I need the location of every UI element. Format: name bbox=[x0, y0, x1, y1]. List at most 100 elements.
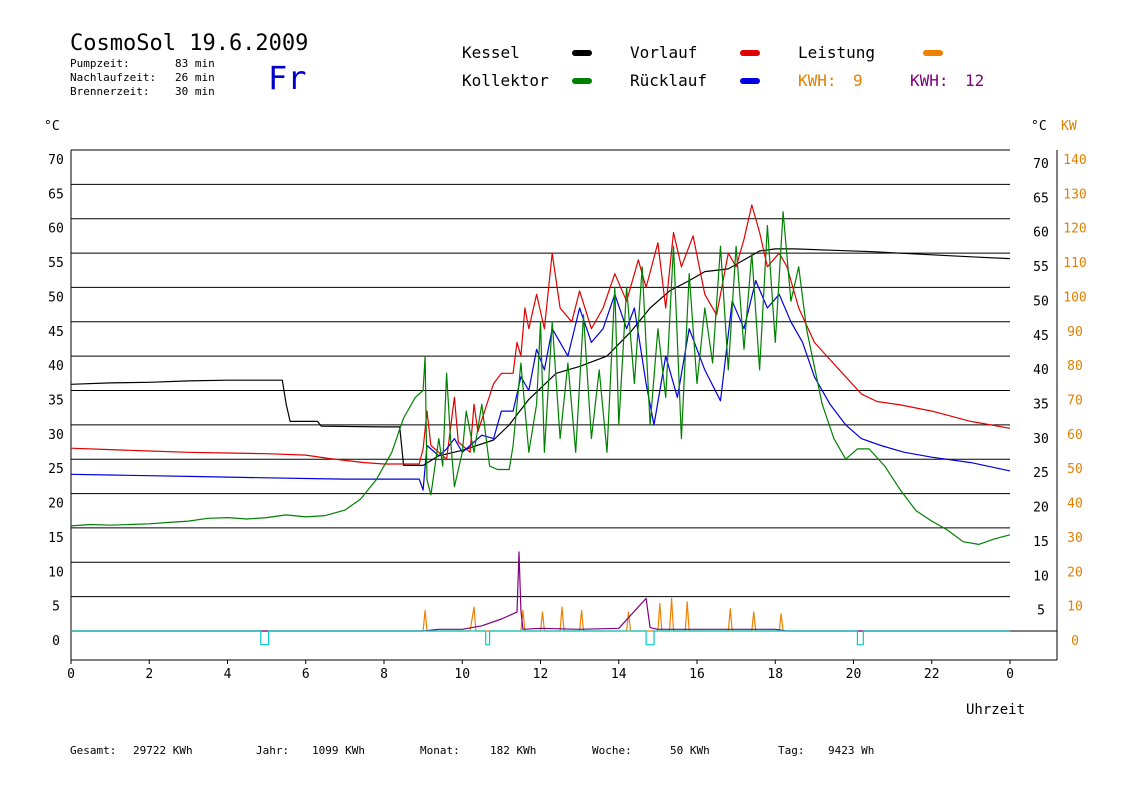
y-axis-right-power-unit: KW bbox=[1061, 119, 1077, 134]
stat-nachlaufzeit-value: 26 min bbox=[175, 71, 215, 84]
y-tick-label-right: 25 bbox=[1033, 466, 1049, 481]
y-tick-label-left: 45 bbox=[48, 325, 64, 340]
series-line-kessel bbox=[70, 248, 1011, 466]
y2-tick-label: 30 bbox=[1067, 531, 1083, 546]
stat-brennerzeit-label: Brennerzeit: bbox=[70, 85, 149, 98]
x-tick-label: 2 bbox=[145, 667, 153, 682]
y-tick-label-left: 50 bbox=[48, 290, 64, 305]
y-tick-label-right: 35 bbox=[1033, 398, 1049, 413]
x-tick-label: 16 bbox=[689, 667, 705, 682]
y2-tick-label: 140 bbox=[1063, 153, 1086, 168]
y-tick-label-left: 70 bbox=[48, 153, 64, 168]
series-line-vorlauf bbox=[70, 204, 1011, 465]
series-lines bbox=[70, 204, 1011, 646]
x-axis-label: Uhrzeit bbox=[966, 702, 1025, 718]
y-tick-label-right: 5 bbox=[1037, 604, 1045, 619]
series-line-pumpe bbox=[71, 630, 1010, 646]
stat-pumpzeit-value: 83 min bbox=[175, 57, 215, 70]
y-tick-label-right: 45 bbox=[1033, 329, 1049, 344]
footer-woche-value: 50 KWh bbox=[670, 744, 710, 757]
y2-tick-label: 60 bbox=[1067, 428, 1083, 443]
weekday-label: Fr bbox=[268, 59, 307, 97]
grid-lines bbox=[71, 149, 1010, 598]
y2-tick-label: 100 bbox=[1063, 290, 1086, 305]
x-tick-label: 0 bbox=[67, 667, 75, 682]
y2-tick-label: 120 bbox=[1063, 222, 1086, 237]
y-tick-label-left: 25 bbox=[48, 462, 64, 477]
kwh-orange-label: KWH: bbox=[798, 71, 837, 90]
y-tick-label-left: 60 bbox=[48, 222, 64, 237]
y-tick-label-right: 20 bbox=[1033, 501, 1049, 516]
y-tick-label-left: 35 bbox=[48, 394, 64, 409]
footer-jahr-label: Jahr: bbox=[256, 744, 289, 757]
y2-tick-label: 70 bbox=[1067, 394, 1083, 409]
stat-pumpzeit-label: Pumpzeit: bbox=[70, 57, 130, 70]
y-axis-left-unit: °C bbox=[44, 119, 60, 134]
y2-tick-label: 50 bbox=[1067, 462, 1083, 477]
footer-tag-value: 9423 Wh bbox=[828, 744, 874, 757]
y2-tick-label: 40 bbox=[1067, 497, 1083, 512]
x-tick-label: 6 bbox=[302, 667, 310, 682]
y-tick-label-right: 15 bbox=[1033, 535, 1049, 550]
legend-ruecklauf-label: Rücklauf bbox=[630, 71, 707, 90]
y-tick-label-left: 55 bbox=[48, 256, 64, 271]
y-tick-label-right: 55 bbox=[1033, 260, 1049, 275]
x-tick-label: 18 bbox=[767, 667, 783, 682]
x-tick-label: 22 bbox=[924, 667, 940, 682]
y-tick-label-left: 5 bbox=[52, 600, 60, 615]
y-tick-label-left: 20 bbox=[48, 497, 64, 512]
chart-title: CosmoSol 19.6.2009 bbox=[70, 31, 308, 56]
legend-leistung-label: Leistung bbox=[798, 43, 875, 62]
y2-tick-label: 0 bbox=[1071, 634, 1079, 649]
legend-vorlauf-label: Vorlauf bbox=[630, 43, 697, 62]
series-line-leistung bbox=[71, 597, 1010, 632]
footer-jahr-value: 1099 KWh bbox=[312, 744, 365, 757]
footer-gesamt-label: Gesamt: bbox=[70, 744, 116, 757]
y-tick-label-left: 10 bbox=[48, 565, 64, 580]
y2-tick-label: 110 bbox=[1063, 256, 1086, 271]
y2-tick-label: 90 bbox=[1067, 325, 1083, 340]
y-tick-label-left: 30 bbox=[48, 428, 64, 443]
y-axis-right-temp-unit: °C bbox=[1031, 119, 1047, 134]
axes bbox=[70, 150, 1058, 664]
series-line-r-cklauf bbox=[70, 280, 1011, 491]
y-tick-label-right: 10 bbox=[1033, 569, 1049, 584]
series-line-leistung-kwh bbox=[71, 551, 1010, 632]
kwh-orange-value: 9 bbox=[853, 71, 863, 90]
y2-tick-label: 20 bbox=[1067, 565, 1083, 580]
x-tick-label: 20 bbox=[846, 667, 862, 682]
legend-kollektor-label: Kollektor bbox=[462, 71, 549, 90]
y-tick-label-right: 70 bbox=[1033, 157, 1049, 172]
y-tick-label-right: 50 bbox=[1033, 294, 1049, 309]
y-tick-label-right: 65 bbox=[1033, 191, 1049, 206]
y-tick-label-right: 40 bbox=[1033, 363, 1049, 378]
y-tick-label-left: 0 bbox=[52, 634, 60, 649]
footer-monat-value: 182 KWh bbox=[490, 744, 536, 757]
x-tick-label: 10 bbox=[454, 667, 470, 682]
kwh-purple-label: KWH: bbox=[910, 71, 949, 90]
y-tick-label-left: 40 bbox=[48, 359, 64, 374]
x-tick-label: 12 bbox=[533, 667, 549, 682]
y2-tick-label: 130 bbox=[1063, 187, 1086, 202]
footer-gesamt-value: 29722 KWh bbox=[133, 744, 193, 757]
y2-tick-label: 80 bbox=[1067, 359, 1083, 374]
stat-nachlaufzeit-label: Nachlaufzeit: bbox=[70, 71, 156, 84]
y-tick-label-right: 30 bbox=[1033, 432, 1049, 447]
series-line-kollektor bbox=[70, 211, 1011, 546]
x-tick-label: 0 bbox=[1006, 667, 1014, 682]
footer-woche-label: Woche: bbox=[592, 744, 632, 757]
legend-kessel-label: Kessel bbox=[462, 43, 520, 62]
tick-labels: 0 2 4 6 8 10 12 14 16 18 20 22 005101520253035404550… bbox=[48, 153, 1087, 682]
y-tick-label-left: 65 bbox=[48, 187, 64, 202]
footer-tag-label: Tag: bbox=[778, 744, 805, 757]
y-tick-label-right: 60 bbox=[1033, 226, 1049, 241]
x-tick-label: 14 bbox=[611, 667, 627, 682]
kwh-purple-value: 12 bbox=[965, 71, 984, 90]
footer-monat-label: Monat: bbox=[420, 744, 460, 757]
x-tick-label: 8 bbox=[380, 667, 388, 682]
y2-tick-label: 10 bbox=[1067, 600, 1083, 615]
stat-brennerzeit-value: 30 min bbox=[175, 85, 215, 98]
y-tick-label-left: 15 bbox=[48, 531, 64, 546]
x-tick-label: 4 bbox=[224, 667, 232, 682]
